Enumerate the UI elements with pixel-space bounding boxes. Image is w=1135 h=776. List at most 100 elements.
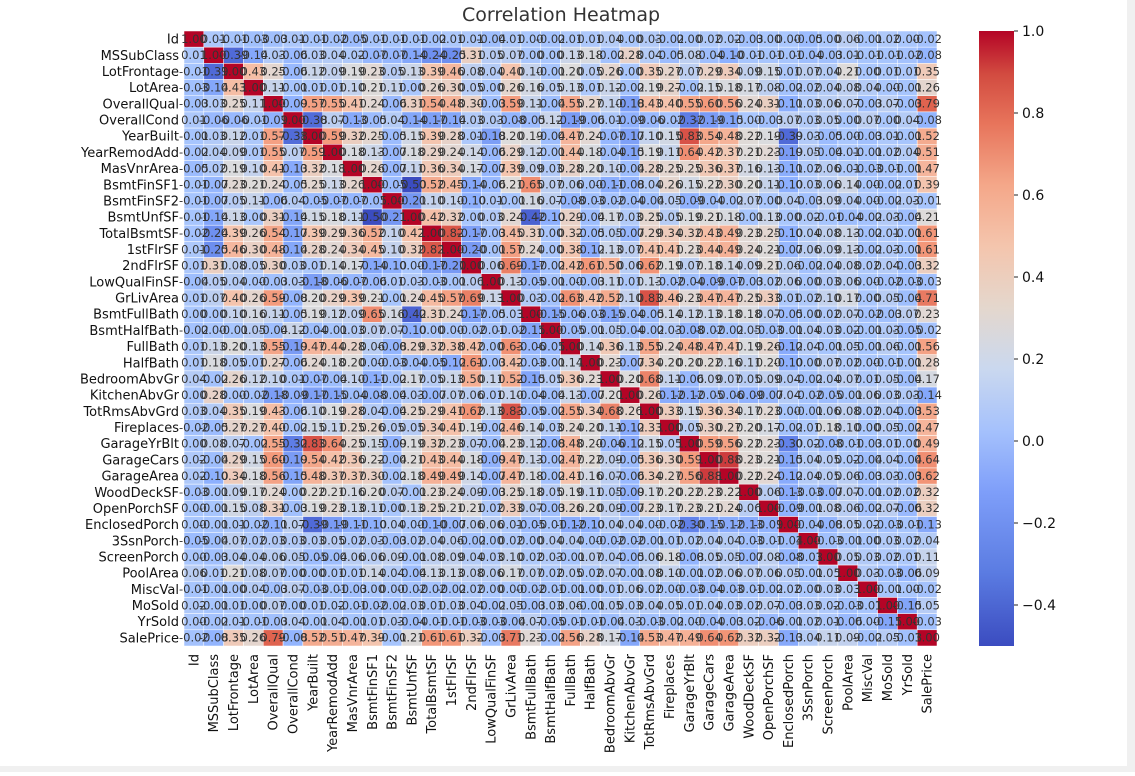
- cell-annotation: 0.09: [914, 566, 940, 580]
- window-edge-right: [1127, 0, 1135, 772]
- x-axis-tick-labels: Id MSSubClass LotFrontage LotArea OverallQua…: [187, 653, 935, 753]
- x-tick-label: 2ndFlrSF: [465, 654, 480, 711]
- x-tick-label: BsmtFinSF2: [386, 654, 401, 730]
- y-tick-label: FullBath: [127, 340, 179, 355]
- y-tick-label: MoSold: [132, 599, 179, 614]
- y-tick-label: MasVnrArea: [101, 162, 179, 177]
- cell-annotation: 0.32: [914, 485, 940, 499]
- cell-annotation: 0.17: [914, 372, 940, 386]
- cell-annotation: 0.47: [914, 161, 940, 175]
- y-tick-label: OpenPorchSF: [93, 502, 179, 517]
- cell-annotation: 0.49: [914, 437, 940, 451]
- y-tick-label: 3SsnPorch: [112, 534, 179, 549]
- cell-annotation: 0.26: [914, 80, 940, 94]
- chart-title: Correlation Heatmap: [462, 4, 660, 26]
- y-tick-label: Fireplaces: [114, 421, 179, 436]
- x-tick-label: YrSold: [901, 654, 916, 696]
- x-tick-label: BsmtUnfSF: [405, 654, 420, 726]
- cell-annotation: -0.02: [912, 323, 942, 337]
- x-tick-label: EnclosedPorch: [782, 654, 797, 748]
- x-tick-label: OverallQual: [267, 654, 282, 731]
- cell-annotation: -0.01: [912, 194, 942, 208]
- cell-annotation: -0.02: [912, 582, 942, 596]
- x-tick-label: 1stFlrSF: [445, 654, 460, 706]
- colorbar-tick-label: 0.2: [1022, 352, 1044, 368]
- window-edge-bottom: [0, 766, 1135, 772]
- cell-annotation: -0.02: [912, 32, 942, 46]
- cell-annotation: 0.56: [914, 339, 940, 353]
- x-tick-label: MiscVal: [861, 654, 876, 702]
- x-tick-label: BsmtHalfBath: [544, 654, 559, 744]
- cell-annotation: 0.64: [914, 453, 940, 467]
- cell-annotation: -0.03: [912, 275, 942, 289]
- cell-annotation: 0.32: [914, 258, 940, 272]
- y-tick-label: GarageYrBlt: [100, 437, 179, 452]
- x-tick-label: HalfBath: [584, 654, 599, 710]
- x-tick-label: BedroomAbvGr: [604, 653, 619, 753]
- cell-annotation: 0.11: [914, 550, 940, 564]
- y-tick-label: WoodDeckSF: [94, 486, 179, 501]
- x-tick-label: PoolArea: [841, 654, 856, 711]
- heatmap-cells: [183, 30, 938, 647]
- y-tick-label: 2ndFlrSF: [122, 259, 179, 274]
- cell-annotation: 0.62: [914, 469, 940, 483]
- x-tick-label: LotArea: [247, 654, 262, 704]
- y-axis-tick-labels: IdMSSubClassLotFrontageLotAreaOverallQua…: [80, 33, 180, 647]
- x-tick-label: YearBuilt: [306, 654, 321, 712]
- x-tick-label: GarageYrBlt: [683, 654, 698, 733]
- cell-annotation: 0.61: [914, 226, 940, 240]
- y-tick-label: BsmtFinSF1: [103, 178, 179, 193]
- y-tick-label: LowQualFinSF: [89, 275, 179, 290]
- colorbar-tick-label: 1.0: [1022, 24, 1044, 40]
- colorbar-tick-labels: 1.0 0.8 0.6 0.4 0.2 0.0 −0.2 −0.4: [1014, 24, 1056, 614]
- colorbar-gradient: [979, 31, 1014, 646]
- y-tick-label: ScreenPorch: [99, 550, 179, 565]
- colorbar-tick-label: −0.4: [1022, 598, 1056, 614]
- cell-annotation: 0.35: [914, 64, 940, 78]
- colorbar-tick-label: −0.2: [1022, 516, 1056, 532]
- y-tick-label: OverallCond: [99, 114, 179, 129]
- x-tick-label: MasVnrArea: [346, 654, 361, 732]
- y-tick-label: YearRemodAdd: [80, 146, 179, 161]
- x-tick-label: GrLivArea: [504, 654, 519, 718]
- colorbar-tick-label: 0.0: [1022, 434, 1044, 450]
- x-tick-label: FullBath: [564, 654, 579, 706]
- x-tick-label: BsmtFinSF1: [366, 654, 381, 730]
- cell-annotation: 0.23: [914, 307, 940, 321]
- y-tick-label: 1stFlrSF: [127, 243, 179, 258]
- y-tick-label: YearBuilt: [121, 130, 179, 145]
- x-tick-label: BsmtFullBath: [524, 654, 539, 740]
- cell-annotation: -0.08: [912, 113, 942, 127]
- cell-annotation: -0.08: [912, 48, 942, 62]
- cell-annotation: 0.05: [914, 598, 940, 612]
- x-tick-label: Fireplaces: [663, 654, 678, 719]
- y-tick-label: HalfBath: [123, 356, 179, 371]
- x-tick-label: TotRmsAbvGrd: [643, 654, 658, 751]
- y-tick-label: SalePrice: [119, 631, 179, 646]
- cell-annotation: 0.39: [914, 178, 940, 192]
- colorbar-tick-label: 0.4: [1022, 270, 1044, 286]
- y-tick-label: EnclosedPorch: [85, 518, 179, 533]
- cell-annotation: 0.52: [914, 129, 940, 143]
- colorbar: [979, 31, 1014, 646]
- cell-annotation: -0.13: [912, 517, 942, 531]
- x-tick-label: TotalBsmtSF: [425, 654, 440, 735]
- y-tick-label: Id: [167, 33, 179, 48]
- y-tick-label: GrLivArea: [115, 292, 179, 307]
- cell-annotation: 0.32: [914, 501, 940, 515]
- cell-annotation: 0.28: [914, 356, 940, 370]
- cell-annotation: 0.21: [914, 210, 940, 224]
- y-tick-label: GarageArea: [101, 470, 179, 485]
- cell-annotation: 0.71: [914, 291, 940, 305]
- cell-annotation: 0.47: [914, 420, 940, 434]
- y-tick-label: BsmtHalfBath: [89, 324, 179, 339]
- cell-annotation: -0.14: [912, 388, 942, 402]
- cell-annotation: 1.00: [914, 631, 940, 645]
- x-tick-label: LotFrontage: [227, 654, 242, 731]
- y-tick-label: BsmtFinSF2: [103, 194, 179, 209]
- cell-annotation: 0.79: [914, 97, 940, 111]
- x-tick-label: OpenPorchSF: [762, 654, 777, 740]
- y-tick-label: PoolArea: [122, 567, 179, 582]
